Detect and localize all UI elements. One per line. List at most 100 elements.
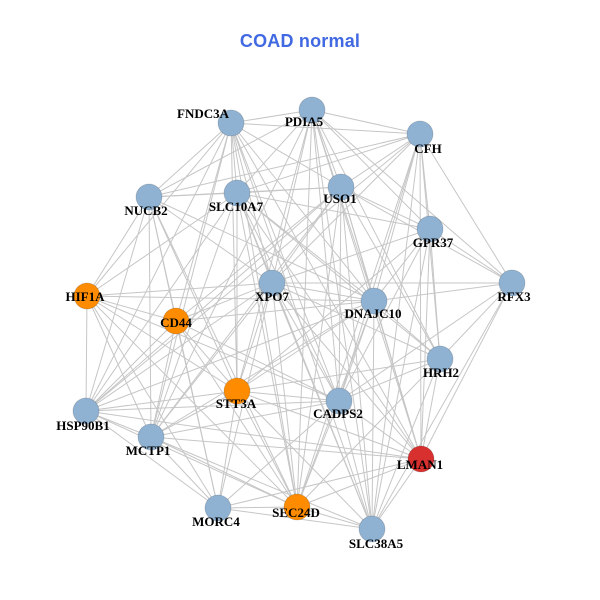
edge-CFH-SLC38A5 — [371, 133, 421, 530]
edge-FNDC3A-NUCB2 — [148, 122, 232, 198]
edge-DNAJC10-MCTP1 — [150, 300, 375, 438]
edge-NUCB2-MCTP1 — [148, 196, 152, 438]
node-label-SLC10A7: SLC10A7 — [209, 199, 264, 214]
edge-XPO7-SEC24D — [271, 282, 298, 508]
node-MCTP1 — [137, 423, 165, 451]
edge-CD44-MORC4 — [175, 320, 219, 509]
edge-CFH-LMAN1 — [419, 133, 422, 460]
node-label-SLC38A5: SLC38A5 — [349, 536, 404, 551]
edge-PDIA5-NUCB2 — [148, 109, 313, 198]
edge-CFH-RFX3 — [419, 133, 513, 284]
edge-XPO7-HRH2 — [271, 282, 441, 360]
edge-DNAJC10-STT3A — [236, 300, 375, 392]
edge-CADPS2-LMAN1 — [338, 400, 422, 460]
edge-HRH2-LMAN1 — [420, 358, 441, 460]
edge-FNDC3A-HIF1A — [86, 122, 232, 297]
edge-HIF1A-XPO7 — [86, 282, 273, 297]
edge-STT3A-MCTP1 — [150, 390, 238, 438]
edge-NUCB2-DNAJC10 — [148, 196, 375, 302]
edge-XPO7-STT3A — [236, 282, 273, 392]
node-label-CADPS2: CADPS2 — [313, 406, 363, 421]
edge-XPO7-DNAJC10 — [271, 282, 375, 302]
node-label-HIF1A: HIF1A — [66, 289, 106, 304]
node-SLC10A7 — [223, 179, 251, 207]
edge-CFH-CADPS2 — [338, 133, 421, 402]
edge-SLC10A7-HRH2 — [236, 192, 441, 360]
node-NUCB2 — [135, 183, 163, 211]
node-label-HSP90B1: HSP90B1 — [56, 418, 109, 433]
edge-CADPS2-SLC38A5 — [338, 400, 373, 530]
edge-FNDC3A-MCTP1 — [150, 122, 232, 438]
edge-USO1-CD44 — [175, 186, 342, 322]
edge-NUCB2-HIF1A — [86, 196, 150, 297]
edge-HIF1A-MCTP1 — [86, 295, 152, 438]
edge-HIF1A-STT3A — [86, 295, 238, 392]
node-USO1 — [327, 173, 355, 201]
edge-PDIA5-XPO7 — [271, 109, 313, 284]
edge-DNAJC10-SLC38A5 — [371, 300, 375, 530]
edge-CFH-USO1 — [340, 133, 421, 188]
edge-GPR37-RFX3 — [429, 228, 513, 284]
node-label-CFH: CFH — [414, 141, 441, 156]
node-label-NUCB2: NUCB2 — [124, 203, 167, 218]
node-label-CD44: CD44 — [160, 315, 192, 330]
edge-PDIA5-CFH — [311, 109, 421, 135]
edge-SLC10A7-USO1 — [236, 186, 342, 194]
edge-SLC10A7-HSP90B1 — [85, 192, 238, 412]
edge-RFX3-CADPS2 — [338, 282, 513, 402]
edge-NUCB2-SEC24D — [148, 196, 298, 508]
edge-SLC10A7-GPR37 — [236, 192, 431, 230]
edge-CADPS2-HSP90B1 — [85, 400, 340, 412]
node-label-SEC24D: SEC24D — [272, 505, 320, 520]
edge-CFH-XPO7 — [271, 133, 421, 284]
edge-HSP90B1-SEC24D — [85, 410, 298, 508]
node-CADPS2 — [325, 387, 353, 415]
node-label-MCTP1: MCTP1 — [126, 443, 171, 458]
edge-PDIA5-STT3A — [236, 109, 313, 392]
edge-DNAJC10-HRH2 — [373, 300, 441, 360]
node-STT3A — [223, 377, 251, 405]
edge-MCTP1-SLC38A5 — [150, 436, 373, 530]
edge-HSP90B1-MORC4 — [85, 410, 219, 509]
edge-FNDC3A-PDIA5 — [230, 109, 313, 124]
edge-FNDC3A-CFH — [230, 122, 421, 135]
edge-XPO7-CD44 — [175, 282, 273, 322]
edge-SLC10A7-SEC24D — [236, 192, 298, 508]
edge-XPO7-SLC38A5 — [271, 282, 373, 530]
node-MORC4 — [204, 494, 232, 522]
node-label-XPO7: XPO7 — [255, 289, 289, 304]
edge-CFH-SEC24D — [296, 133, 421, 508]
edge-HSP90B1-LMAN1 — [85, 410, 422, 460]
edge-XPO7-HSP90B1 — [85, 282, 273, 412]
node-SLC38A5 — [358, 515, 386, 543]
node-label-GPR37: GPR37 — [413, 235, 454, 250]
edge-GPR37-LMAN1 — [420, 228, 431, 460]
edge-LMAN1-SLC38A5 — [371, 458, 422, 530]
node-XPO7 — [258, 269, 286, 297]
edge-PDIA5-SLC38A5 — [311, 109, 373, 530]
edge-CADPS2-SEC24D — [296, 400, 340, 508]
edge-SEC24D-SLC38A5 — [296, 506, 373, 530]
edge-STT3A-MORC4 — [217, 390, 238, 509]
edge-MCTP1-LMAN1 — [150, 436, 422, 460]
edge-CADPS2-MORC4 — [217, 400, 340, 509]
edge-XPO7-MCTP1 — [150, 282, 273, 438]
edge-PDIA5-LMAN1 — [311, 109, 422, 460]
edge-FNDC3A-USO1 — [230, 122, 342, 188]
edge-HIF1A-CD44 — [86, 295, 177, 322]
edge-DNAJC10-HSP90B1 — [85, 300, 375, 412]
edge-RFX3-SLC38A5 — [371, 282, 513, 530]
edge-STT3A-SLC38A5 — [236, 390, 373, 530]
edge-FNDC3A-SLC38A5 — [230, 122, 373, 530]
edge-CADPS2-MCTP1 — [150, 400, 340, 438]
edge-USO1-GPR37 — [340, 186, 431, 230]
node-HSP90B1 — [72, 397, 100, 425]
edge-SLC10A7-HIF1A — [86, 192, 238, 297]
edge-CFH-HSP90B1 — [85, 133, 421, 412]
edge-MCTP1-MORC4 — [150, 436, 219, 509]
edge-NUCB2-HSP90B1 — [85, 196, 150, 412]
edge-RFX3-DNAJC10 — [373, 282, 513, 302]
edge-PDIA5-GPR37 — [311, 109, 431, 230]
